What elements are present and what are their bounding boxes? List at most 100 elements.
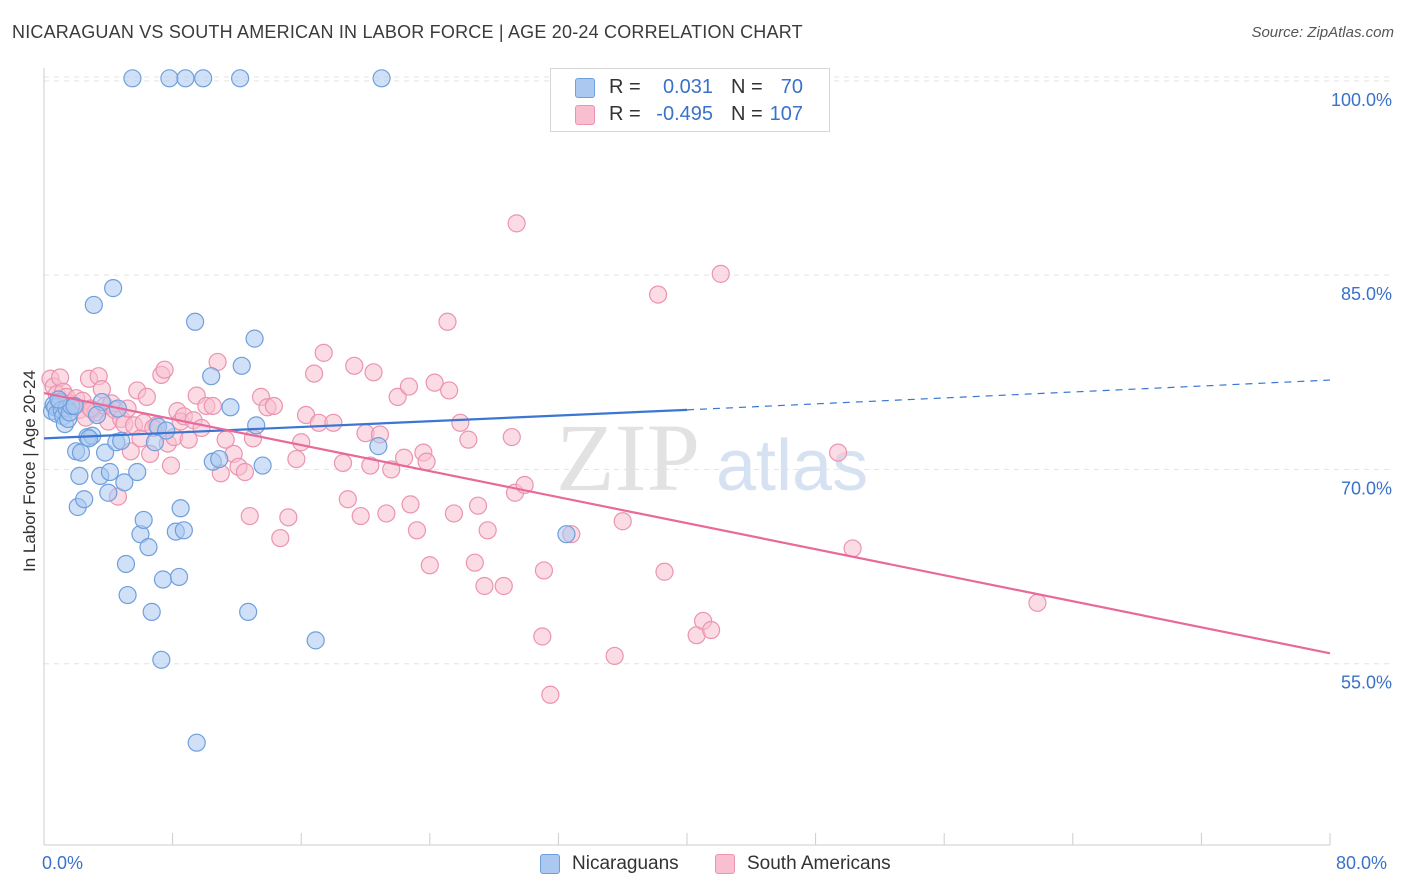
x-tick-label-min: 0.0% xyxy=(42,853,84,873)
data-point xyxy=(655,562,674,581)
data-point xyxy=(438,312,457,331)
data-point xyxy=(176,69,195,88)
y-tick-label: 70.0% xyxy=(1341,478,1392,498)
y-axis-label: In Labor Force | Age 20-24 xyxy=(20,370,39,572)
axes xyxy=(43,68,1331,846)
legend-swatch-blue xyxy=(575,78,595,98)
trend-line-nicaraguans-extension xyxy=(686,379,1331,411)
data-point xyxy=(494,576,513,596)
series-south-americans xyxy=(41,214,1047,704)
data-point xyxy=(247,416,266,435)
data-point xyxy=(157,421,176,440)
data-point xyxy=(174,521,193,540)
data-point xyxy=(210,449,229,469)
data-point xyxy=(279,508,298,527)
data-point xyxy=(202,367,221,386)
data-point xyxy=(169,567,189,587)
data-point xyxy=(648,285,668,304)
data-point xyxy=(134,510,153,530)
data-point xyxy=(829,443,848,462)
data-point xyxy=(478,521,497,540)
data-point xyxy=(369,437,388,456)
legend-r-value: 0.031 xyxy=(662,76,713,98)
y-tick-label: 100.0% xyxy=(1331,90,1392,110)
data-point xyxy=(304,364,324,383)
data-point xyxy=(235,462,255,482)
watermark: ZIP atlas xyxy=(556,404,868,511)
data-point xyxy=(71,443,91,462)
data-point xyxy=(221,398,240,417)
data-point xyxy=(451,413,470,432)
data-point xyxy=(79,429,99,448)
data-point xyxy=(239,602,258,621)
watermark-zip: ZIP xyxy=(556,404,700,511)
data-point xyxy=(232,356,251,375)
data-point xyxy=(104,279,123,298)
data-point xyxy=(287,449,306,469)
data-point xyxy=(361,456,380,475)
data-point xyxy=(155,360,174,379)
data-point xyxy=(203,396,222,416)
data-point xyxy=(605,646,624,666)
data-point xyxy=(264,396,283,416)
data-point xyxy=(171,499,190,518)
data-point xyxy=(306,631,325,650)
data-point xyxy=(65,396,84,416)
data-point xyxy=(161,456,181,475)
data-point xyxy=(702,620,721,640)
source-credit: Source: ZipAtlas.com xyxy=(1251,24,1394,41)
y-tick-labels: 55.0% 70.0% 85.0% 100.0% xyxy=(1331,90,1392,693)
data-point xyxy=(372,69,391,88)
legend-label: South Americans xyxy=(747,853,891,874)
legend-r-label: R = xyxy=(609,103,641,125)
data-point xyxy=(417,452,436,471)
data-point xyxy=(194,69,213,88)
data-point xyxy=(1028,593,1047,612)
data-point xyxy=(333,453,353,473)
legend-swatch-blue xyxy=(540,854,560,874)
data-point xyxy=(245,329,264,348)
data-point xyxy=(364,363,383,382)
legend-label: Nicaraguans xyxy=(572,853,679,874)
data-point xyxy=(128,462,147,482)
data-point xyxy=(475,576,494,596)
legend-r-label: R = xyxy=(609,76,641,98)
data-point xyxy=(84,295,103,315)
data-point xyxy=(231,69,250,88)
data-point xyxy=(192,418,211,438)
data-point xyxy=(137,387,156,407)
data-point xyxy=(502,427,521,447)
data-point xyxy=(49,390,68,409)
series-nicaraguans xyxy=(42,69,576,752)
data-point xyxy=(407,521,427,540)
data-point xyxy=(115,473,134,492)
data-point xyxy=(100,462,120,482)
data-point xyxy=(70,466,89,486)
data-point xyxy=(507,214,526,233)
data-point xyxy=(557,525,576,544)
data-point xyxy=(338,490,357,509)
data-point xyxy=(444,504,464,523)
watermark-atlas: atlas xyxy=(716,426,868,506)
data-point xyxy=(187,733,206,752)
data-point xyxy=(377,504,396,523)
data-point xyxy=(314,343,333,362)
data-point xyxy=(345,356,364,375)
trend-lines xyxy=(43,379,1331,655)
data-point xyxy=(142,602,161,621)
data-point xyxy=(534,561,554,580)
data-point xyxy=(439,381,459,400)
legend-row-nicaraguans: R = 0.031 N = 70 xyxy=(551,74,829,100)
data-point xyxy=(401,495,420,514)
data-point xyxy=(75,490,94,509)
data-point xyxy=(152,650,171,669)
data-point xyxy=(271,528,290,548)
data-point xyxy=(116,554,136,574)
data-point xyxy=(388,387,407,407)
legend-n-label: N = xyxy=(731,103,763,125)
data-point xyxy=(465,553,484,572)
legend-swatch-pink xyxy=(575,105,595,125)
trend-line-south-americans xyxy=(43,391,1331,655)
data-point xyxy=(420,556,439,575)
